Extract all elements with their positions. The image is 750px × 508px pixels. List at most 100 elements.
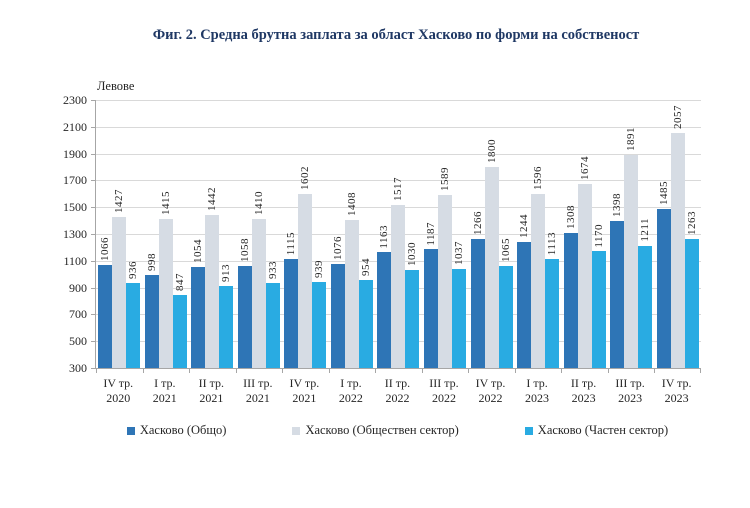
y-axis-tick bbox=[91, 368, 96, 369]
x-label-year: 2022 bbox=[385, 391, 410, 405]
bar-group: 1163 1517 1030 bbox=[375, 100, 422, 368]
bar: 1442 bbox=[205, 187, 220, 368]
bar: 954 bbox=[358, 258, 373, 368]
bar-value-label: 1037 bbox=[452, 241, 465, 266]
bar: 1891 bbox=[624, 127, 639, 368]
bar: 1065 bbox=[498, 238, 513, 368]
x-label-year: 2023 bbox=[571, 391, 596, 405]
bar: 1037 bbox=[451, 241, 466, 368]
bar-value-label: 954 bbox=[359, 258, 372, 277]
bar-value-label: 1398 bbox=[611, 192, 624, 217]
bar-group: 1054 1442 913 bbox=[189, 100, 236, 368]
x-label-year: 2021 bbox=[292, 391, 317, 405]
bar: 1030 bbox=[405, 242, 420, 368]
y-axis-tick-label: 2300 bbox=[63, 93, 87, 107]
bar-value-label: 1263 bbox=[685, 211, 698, 235]
x-axis-category-label: II тр. 2023 bbox=[560, 376, 607, 406]
x-axis-category-label: IV тр. 2020 bbox=[95, 376, 142, 406]
y-axis-tick-label: 1500 bbox=[63, 200, 87, 215]
bar: 2057 bbox=[670, 105, 685, 368]
y-axis-tick bbox=[91, 341, 96, 343]
x-label-quarter: IV тр. bbox=[661, 376, 692, 390]
bar-value-label: 1266 bbox=[471, 210, 484, 235]
x-label-year: 2023 bbox=[664, 391, 689, 405]
y-axis-tick-label: 700 bbox=[69, 307, 87, 322]
bar-value-label: 1030 bbox=[406, 242, 419, 267]
bar: 1263 bbox=[684, 211, 699, 368]
bar: 1589 bbox=[437, 167, 452, 368]
bar-value-label: 1163 bbox=[378, 224, 391, 249]
x-axis-tick bbox=[607, 368, 609, 373]
chart: Левове 1066 1427 936 998 1415 847 1054 1442 913 1… bbox=[63, 79, 701, 406]
x-axis-category-label: I тр. 2021 bbox=[142, 376, 189, 406]
y-axis-tick bbox=[91, 314, 96, 316]
bar-value-label: 1113 bbox=[546, 231, 559, 256]
y-axis-tick-label: 300 bbox=[69, 361, 87, 375]
x-axis-tick bbox=[96, 368, 97, 373]
y-axis-tick-label: 1100 bbox=[63, 253, 87, 268]
bar: 1170 bbox=[591, 224, 606, 368]
bar-value-label: 1058 bbox=[238, 238, 251, 263]
bar: 1410 bbox=[251, 191, 266, 368]
y-axis-tick bbox=[91, 180, 96, 182]
legend-item-obshto: Хасково (Общо) bbox=[126, 423, 226, 438]
bar: 1596 bbox=[531, 166, 546, 368]
y-axis-tick-label: 1300 bbox=[63, 227, 87, 241]
gridline bbox=[96, 153, 701, 155]
legend-swatch-obshtestven-sektor bbox=[292, 426, 301, 435]
x-axis-tick bbox=[700, 368, 701, 373]
bar: 1054 bbox=[191, 239, 206, 368]
bar-value-label: 939 bbox=[313, 260, 326, 279]
bar: 1115 bbox=[284, 232, 299, 368]
bar: 1266 bbox=[470, 211, 485, 368]
x-label-quarter: IV тр. bbox=[103, 376, 134, 390]
bar-value-label: 1076 bbox=[331, 236, 344, 260]
x-axis-labels: IV тр. 2020 I тр. 2021 II тр. 2021 III тр. 2021… bbox=[95, 376, 700, 406]
x-axis-category-label: I тр. 2023 bbox=[514, 376, 561, 406]
x-label-quarter: II тр. bbox=[384, 376, 411, 390]
bar: 1113 bbox=[545, 232, 560, 368]
bar: 1602 bbox=[298, 166, 313, 368]
bar-value-label: 1308 bbox=[564, 204, 577, 229]
x-axis-tick bbox=[654, 368, 656, 373]
x-axis-tick bbox=[328, 368, 330, 373]
bar: 1800 bbox=[484, 139, 499, 368]
y-axis-tick bbox=[91, 234, 96, 235]
x-axis-tick bbox=[421, 368, 423, 373]
bar: 913 bbox=[219, 264, 234, 368]
bar-value-label: 1800 bbox=[485, 139, 498, 163]
bar-group: 1398 1891 1211 bbox=[608, 100, 655, 368]
x-label-year: 2022 bbox=[478, 391, 503, 405]
bar-value-label: 1427 bbox=[113, 189, 126, 213]
bar-value-label: 1244 bbox=[518, 213, 531, 238]
bar: 1058 bbox=[237, 238, 252, 368]
x-label-quarter: I тр. bbox=[526, 376, 548, 390]
x-axis-category-label: IV тр. 2021 bbox=[281, 376, 328, 406]
bar: 1427 bbox=[112, 189, 127, 368]
bar-group: 1115 1602 939 bbox=[282, 100, 329, 368]
bar-group: 1308 1674 1170 bbox=[561, 100, 608, 368]
x-axis-tick bbox=[375, 368, 377, 373]
bar: 1674 bbox=[577, 156, 592, 368]
x-axis-category-label: IV тр. 2023 bbox=[653, 376, 700, 406]
bar-value-label: 1065 bbox=[499, 237, 512, 262]
bar: 1244 bbox=[517, 214, 532, 368]
x-axis-tick bbox=[235, 368, 237, 373]
x-label-quarter: III тр. bbox=[243, 376, 273, 390]
bar-value-label: 1891 bbox=[625, 126, 638, 151]
x-label-year: 2023 bbox=[618, 391, 643, 405]
bar-value-label: 1674 bbox=[578, 155, 591, 180]
bar-value-label: 1066 bbox=[99, 237, 112, 262]
legend-item-chasten-sektor: Хасково (Частен сектор) bbox=[524, 423, 668, 438]
bar-value-label: 1517 bbox=[392, 176, 405, 201]
x-label-quarter: III тр. bbox=[429, 376, 459, 390]
x-axis-category-label: IV тр. 2022 bbox=[467, 376, 514, 406]
x-label-quarter: I тр. bbox=[154, 376, 176, 390]
bar-group: 1066 1427 936 bbox=[96, 100, 143, 368]
bar-group: 1076 1408 954 bbox=[329, 100, 376, 368]
bar-value-label: 1602 bbox=[299, 165, 312, 190]
bar-value-label: 2057 bbox=[671, 104, 684, 129]
y-axis-tick bbox=[91, 207, 96, 209]
gridline bbox=[96, 180, 701, 182]
x-label-quarter: IV тр. bbox=[475, 376, 506, 390]
